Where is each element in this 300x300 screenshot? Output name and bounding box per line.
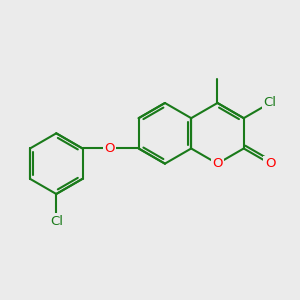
Text: O: O [265,157,275,170]
Text: Cl: Cl [263,97,277,110]
Text: O: O [105,142,115,155]
Text: Cl: Cl [50,215,63,228]
Text: O: O [212,157,223,170]
